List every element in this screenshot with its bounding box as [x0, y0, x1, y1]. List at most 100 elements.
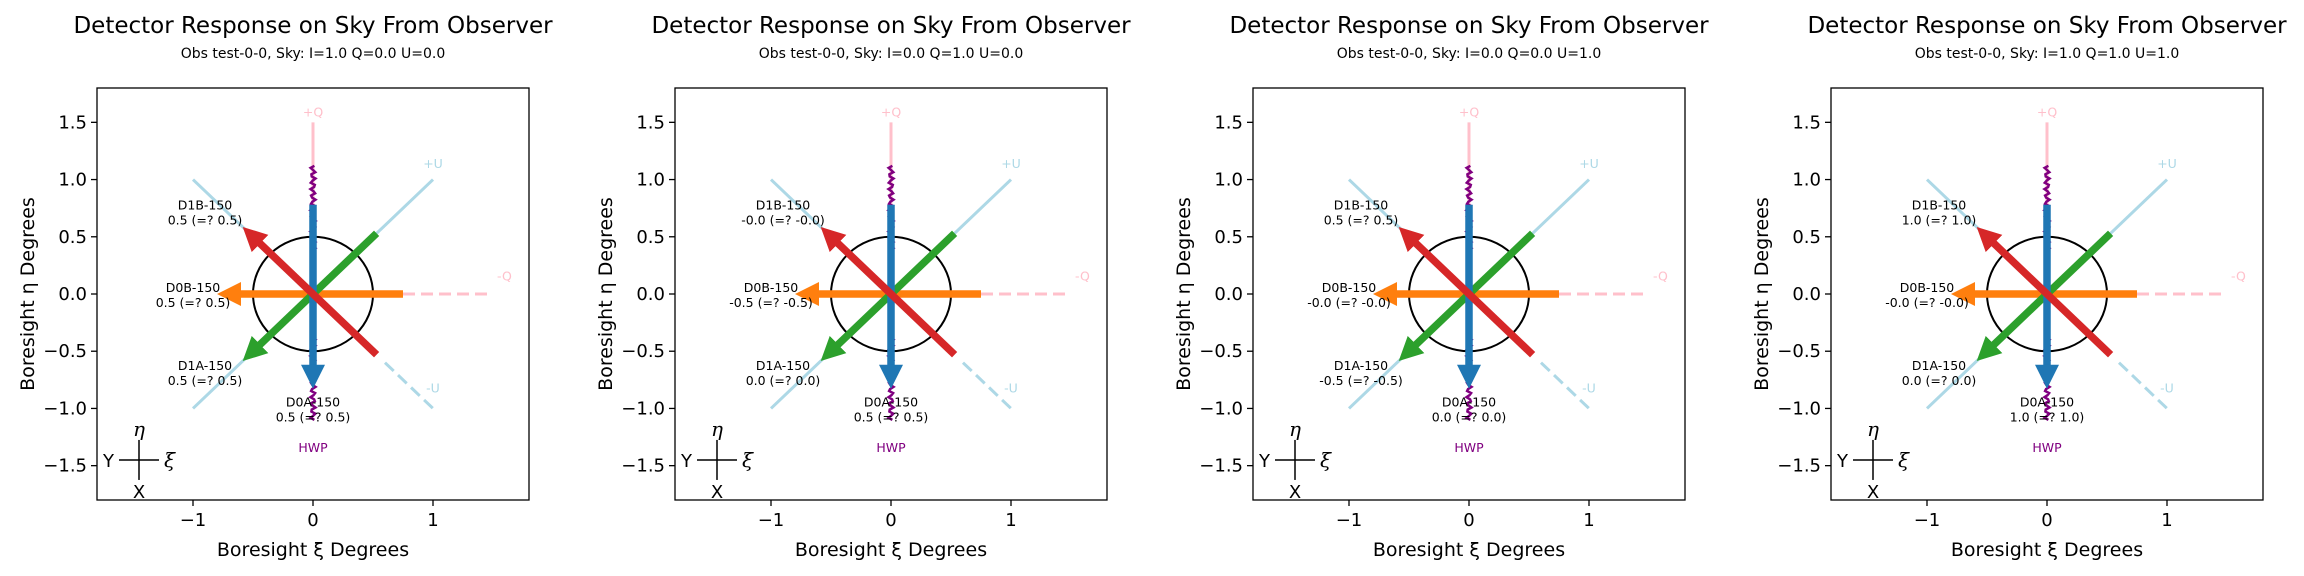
y-tick-label: −1.5 [1199, 456, 1243, 477]
chart-subtitle: Obs test-0-0, Sky: I=0.0 Q=0.0 U=1.0 [1337, 46, 1602, 62]
y-tick-label: 0.5 [1792, 227, 1821, 248]
y-tick-label: −1.5 [621, 456, 665, 477]
minus-q-label: -Q [1653, 268, 1668, 283]
y-tick-label: 1.5 [1214, 112, 1243, 133]
y-tick-label: 0.0 [1214, 284, 1243, 305]
xi-glyph: ξ [164, 448, 176, 472]
hwp-label: HWP [876, 440, 906, 455]
minus-q-label: -Q [2231, 268, 2246, 283]
y-tick-label: −1.0 [43, 398, 87, 419]
y-axis-label: Boresight η Degrees [1751, 197, 1773, 391]
detector-name-label: D1A-150 [178, 358, 232, 373]
y-tick-label: 0.5 [1214, 227, 1243, 248]
chart-panel-1: Detector Response on Sky From Observer Ob… [17, 13, 553, 561]
x-axis-label: Boresight ξ Degrees [1951, 539, 2143, 561]
y-tick-label: −1.0 [1199, 398, 1243, 419]
x-tick-label: 1 [2161, 510, 2172, 531]
chart-title: Detector Response on Sky From Observer [1229, 13, 1709, 39]
detector-value-label: -0.0 (=? -0.0) [741, 213, 825, 228]
x-glyph: X [1289, 482, 1301, 503]
y-tick-label: −1.5 [43, 456, 87, 477]
xi-glyph: ξ [1898, 448, 1910, 472]
detector-name-label: D0A-150 [286, 394, 340, 409]
detector-value-label: 0.5 (=? 0.5) [168, 213, 243, 228]
detector-name-label: D1A-150 [1334, 358, 1388, 373]
minus-q-label: -Q [1075, 268, 1090, 283]
x-tick-label: 0 [1463, 510, 1474, 531]
detector-name-label: D0B-150 [744, 280, 799, 295]
x-tick-label: 1 [427, 510, 438, 531]
detector-value-label: 0.0 (=? 0.0) [746, 373, 821, 388]
y-tick-label: −0.5 [1199, 341, 1243, 362]
detector-d1b-arrow [1976, 226, 2114, 358]
y-tick-label: 1.0 [58, 170, 87, 191]
detector-name-label: D1B-150 [178, 198, 233, 213]
y-tick-label: 0.5 [636, 227, 665, 248]
chart-subtitle: Obs test-0-0, Sky: I=0.0 Q=1.0 U=0.0 [759, 46, 1024, 62]
detector-value-label: 0.5 (=? 0.5) [1324, 213, 1399, 228]
detector-value-label: 0.0 (=? 0.0) [1902, 373, 1977, 388]
x-tick-label: 1 [1005, 510, 1016, 531]
detector-value-label: -0.0 (=? -0.0) [1307, 295, 1391, 310]
y-tick-label: 1.0 [1792, 170, 1821, 191]
detector-value-label: 1.0 (=? 1.0) [2010, 409, 2085, 424]
y-tick-label: 0.0 [58, 284, 87, 305]
y-glyph: Y [680, 451, 693, 472]
chart-panel-4: Detector Response on Sky From Observer Ob… [1751, 13, 2287, 561]
y-axis-label: Boresight η Degrees [17, 197, 39, 391]
plus-u-label: +U [2157, 156, 2177, 171]
y-tick-label: 0.5 [58, 227, 87, 248]
minus-u-axis [1539, 361, 1591, 410]
detector-name-label: D0B-150 [1322, 280, 1377, 295]
minus-q-label: -Q [497, 268, 512, 283]
detector-name-label: D1A-150 [756, 358, 810, 373]
detector-value-label: 0.5 (=? 0.5) [854, 409, 929, 424]
detector-name-label: D0A-150 [864, 394, 918, 409]
chart-panel-2: Detector Response on Sky From Observer Ob… [595, 13, 1131, 561]
y-tick-label: 1.5 [636, 112, 665, 133]
chart-title: Detector Response on Sky From Observer [1807, 13, 2287, 39]
x-tick-label: −1 [1336, 510, 1363, 531]
x-tick-label: 0 [307, 510, 318, 531]
detector-name-label: D0B-150 [1900, 280, 1955, 295]
y-tick-label: −1.5 [1777, 456, 1821, 477]
y-tick-label: 1.0 [636, 170, 665, 191]
plus-u-label: +U [1001, 156, 1021, 171]
y-tick-label: −1.0 [1777, 398, 1821, 419]
eta-glyph: η [1867, 417, 1879, 441]
detector-name-label: D1B-150 [1912, 198, 1967, 213]
y-axis-label: Boresight η Degrees [1173, 197, 1195, 391]
plus-q-label: +Q [303, 105, 323, 120]
minus-u-axis [2117, 361, 2169, 410]
hwp-label: HWP [298, 440, 328, 455]
minus-u-label: -U [2160, 380, 2174, 395]
plus-q-label: +Q [2037, 105, 2057, 120]
chart-subtitle: Obs test-0-0, Sky: I=1.0 Q=0.0 U=0.0 [181, 46, 446, 62]
x-tick-label: −1 [758, 510, 785, 531]
chart-panel-3: Detector Response on Sky From Observer Ob… [1173, 13, 1709, 561]
minus-u-axis [383, 361, 435, 410]
y-axis-label: Boresight η Degrees [595, 197, 617, 391]
y-tick-label: −0.5 [43, 341, 87, 362]
eta-glyph: η [133, 417, 145, 441]
detector-value-label: -0.5 (=? -0.5) [729, 295, 813, 310]
detector-name-label: D1B-150 [1334, 198, 1389, 213]
plus-u-label: +U [1579, 156, 1599, 171]
detector-d1b-arrow [1398, 226, 1536, 358]
detector-value-label: 0.5 (=? 0.5) [168, 373, 243, 388]
minus-u-label: -U [1582, 380, 1596, 395]
x-glyph: X [711, 482, 723, 503]
y-tick-label: 1.5 [1792, 112, 1821, 133]
y-tick-label: −0.5 [621, 341, 665, 362]
x-tick-label: 0 [885, 510, 896, 531]
detector-name-label: D1A-150 [1912, 358, 1966, 373]
detector-name-label: D1B-150 [756, 198, 811, 213]
detector-value-label: -0.5 (=? -0.5) [1319, 373, 1403, 388]
detector-d1b-arrow [820, 226, 958, 358]
hwp-label: HWP [1454, 440, 1484, 455]
chart-subtitle: Obs test-0-0, Sky: I=1.0 Q=1.0 U=1.0 [1915, 46, 2180, 62]
y-tick-label: −0.5 [1777, 341, 1821, 362]
detector-value-label: 1.0 (=? 1.0) [1902, 213, 1977, 228]
xi-glyph: ξ [742, 448, 754, 472]
y-tick-label: 0.0 [636, 284, 665, 305]
